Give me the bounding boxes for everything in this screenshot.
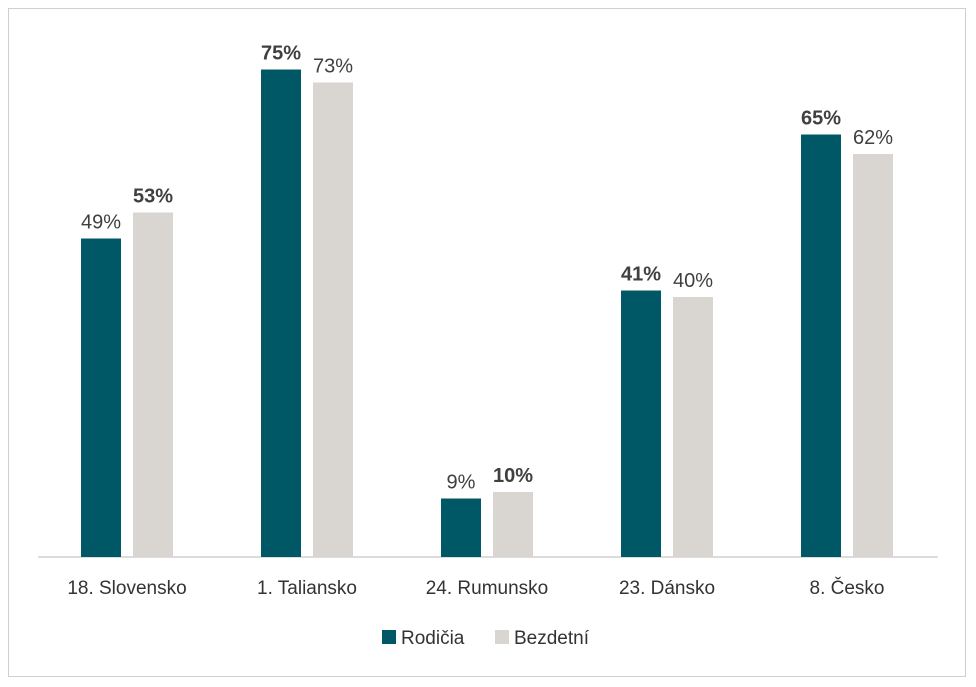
legend-label-rodicia: Rodičia	[401, 628, 465, 649]
legend-swatch-bezdetni	[495, 630, 509, 644]
bar-bezdetni-4	[853, 154, 893, 557]
bar-bezdetni-2	[493, 492, 533, 557]
bar-rodicia-3	[621, 290, 661, 557]
category-label-3: 23. Dánsko	[619, 578, 715, 599]
data-label-rodicia-0: 49%	[81, 212, 121, 234]
data-label-bezdetni-3: 40%	[673, 270, 713, 292]
bar-rodicia-1	[261, 69, 301, 557]
bar-rodicia-2	[441, 498, 481, 557]
data-label-rodicia-4: 65%	[801, 108, 841, 130]
data-label-bezdetni-0: 53%	[133, 186, 173, 208]
category-label-4: 8. Česko	[810, 577, 885, 599]
bar-rodicia-4	[801, 134, 841, 557]
data-label-rodicia-2: 9%	[447, 472, 476, 494]
bar-rodicia-0	[81, 238, 121, 557]
legend: Rodičia Bezdetní	[382, 628, 590, 649]
legend-swatch-rodicia	[382, 630, 396, 644]
bars-layer	[81, 69, 893, 557]
category-label-0: 18. Slovensko	[67, 578, 186, 599]
category-labels-layer: 18. Slovensko 1. Taliansko 24. Rumunsko 23.…	[67, 577, 884, 599]
data-labels-layer: 49% 53% 75% 73% 9% 10% 41% 40% 65% 62%	[81, 43, 893, 494]
bar-bezdetni-3	[673, 297, 713, 557]
bar-bezdetni-0	[133, 212, 173, 557]
category-label-2: 24. Rumunsko	[426, 578, 549, 599]
data-label-bezdetni-1: 73%	[313, 56, 353, 78]
data-label-bezdetni-2: 10%	[493, 465, 533, 487]
data-label-bezdetni-4: 62%	[853, 127, 893, 149]
data-label-rodicia-1: 75%	[261, 43, 301, 65]
bar-bezdetni-1	[313, 82, 353, 557]
legend-label-bezdetni: Bezdetní	[514, 628, 590, 649]
category-label-1: 1. Taliansko	[257, 578, 357, 599]
data-label-rodicia-3: 41%	[621, 264, 661, 286]
